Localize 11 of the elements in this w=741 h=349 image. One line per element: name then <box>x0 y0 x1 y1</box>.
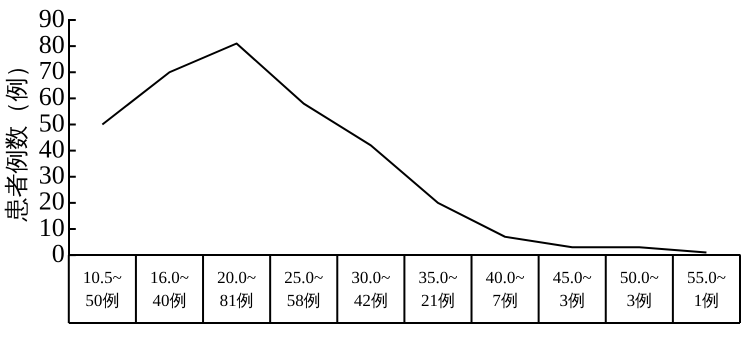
x-tick-label: 16.0~ 40例 <box>150 268 189 310</box>
y-axis-title: 患者例数（例） <box>4 54 31 223</box>
x-tick-label: 20.0~ 81例 <box>217 268 256 310</box>
x-tick-label: 50.0~ 3例 <box>620 268 659 310</box>
x-tick-label: 25.0~ 58例 <box>284 268 324 310</box>
x-tick-label: 35.0~ 21例 <box>418 268 458 310</box>
x-tick-label: 40.0~ 7例 <box>486 268 525 310</box>
x-tick-label: 45.0~ 3例 <box>552 268 592 310</box>
x-tick-label: 55.0~ 1例 <box>686 268 726 310</box>
x-tick-label: 10.5~ 50例 <box>82 268 122 310</box>
x-tick-label: 30.0~ 42例 <box>351 268 390 310</box>
